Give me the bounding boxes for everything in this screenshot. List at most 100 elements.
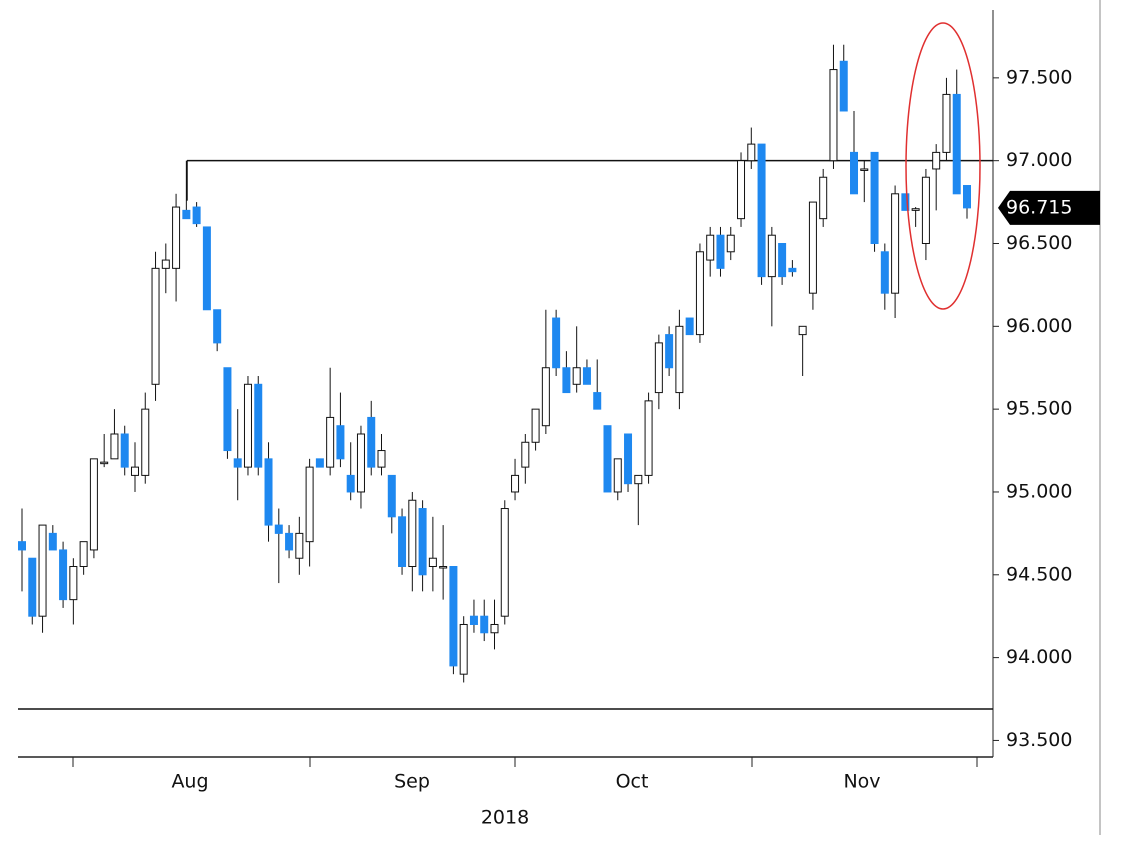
y-tick-label: 97.000 [1006, 149, 1072, 171]
candle-body [439, 566, 448, 569]
candle-body [59, 549, 68, 601]
y-tick-label: 95.500 [1006, 398, 1072, 420]
candle-body [603, 425, 612, 493]
candle-body [48, 532, 57, 551]
candle-body [428, 557, 437, 568]
candle-body [726, 234, 735, 253]
highlight-circle [905, 22, 981, 310]
y-tick-label: 94.000 [1006, 646, 1072, 668]
candle-body [511, 474, 520, 493]
candle-body [932, 151, 941, 170]
candle-body [500, 508, 509, 617]
candle-body [870, 151, 879, 244]
y-tick-label: 96.000 [1006, 315, 1072, 337]
candle-body [531, 408, 540, 443]
candle-body [356, 433, 365, 493]
candle-body [860, 168, 869, 171]
candle-body [695, 251, 704, 336]
candle-body [665, 334, 674, 369]
candle-body [110, 433, 119, 460]
candle-body [264, 458, 273, 526]
candle-body [233, 458, 242, 468]
candle-body [880, 251, 889, 294]
candle-body [552, 317, 561, 369]
candle-body [593, 392, 602, 410]
candle-body [788, 267, 797, 273]
price-tag [998, 190, 1100, 225]
candle-body [541, 367, 550, 427]
candle-body [377, 450, 386, 468]
candle-body [182, 209, 191, 220]
candle-body [490, 623, 499, 634]
candle-body [398, 516, 407, 568]
candle-body [28, 557, 37, 617]
candle-body [572, 367, 581, 385]
candle-body [336, 425, 345, 460]
candle-body [891, 193, 900, 294]
y-tick-label: 95.000 [1006, 480, 1072, 502]
candle-body [151, 267, 160, 385]
y-tick-label: 93.500 [1006, 729, 1072, 751]
candle-body [326, 416, 335, 468]
x-tick-label: Aug [171, 771, 208, 793]
candle-body [459, 623, 468, 675]
y-tick-label: 97.500 [1006, 66, 1072, 88]
candle-body [952, 93, 961, 195]
x-tick-label: Sep [394, 771, 430, 793]
price-tag-label: 96.715 [1006, 196, 1072, 218]
candle-body [285, 532, 294, 551]
candle-body [737, 160, 746, 220]
candle-body [850, 151, 859, 195]
candle-body [100, 461, 109, 465]
candle-body [613, 458, 622, 493]
candle-body [305, 466, 314, 543]
candle-body [757, 143, 766, 278]
candle-body [130, 466, 139, 476]
candle-body [38, 524, 47, 617]
candle-body [819, 176, 828, 220]
candle-body [254, 383, 263, 468]
candle-body [449, 566, 458, 667]
candle-body [808, 201, 817, 294]
candle-body [747, 143, 756, 162]
candle-body [408, 499, 417, 568]
candle-body [469, 615, 478, 625]
candle-body [387, 474, 396, 518]
candle-body [367, 416, 376, 468]
candle-body [963, 185, 971, 209]
y-tick-label: 96.500 [1006, 232, 1072, 254]
candle-body [911, 208, 920, 211]
candle-body [582, 367, 591, 385]
candle-body [346, 474, 355, 493]
candle-body [685, 317, 694, 336]
candle-body [141, 408, 150, 476]
candle-body [921, 176, 930, 244]
candle-body [798, 325, 807, 336]
candle-body [295, 532, 304, 559]
candle-body [716, 234, 725, 269]
candle-body [644, 400, 653, 476]
candle-body [829, 69, 838, 162]
candle-body [172, 206, 181, 269]
candle-body [274, 524, 283, 534]
candle-body [767, 234, 776, 278]
candle-body [161, 259, 170, 269]
candle-body [213, 309, 222, 344]
candle-body [901, 193, 910, 211]
candle-body [79, 541, 88, 568]
candle-body [120, 433, 129, 468]
candle-body [942, 93, 951, 153]
candle-body [202, 226, 211, 311]
candle-body [315, 458, 324, 468]
candle-body [243, 383, 252, 468]
candle-body [706, 234, 715, 261]
candle-body [480, 615, 489, 634]
candle-body [634, 474, 643, 485]
candle-body [654, 342, 663, 394]
year-label: 2018 [481, 807, 529, 829]
candle-body [418, 508, 427, 576]
candle-body [89, 458, 98, 551]
candle-body [562, 367, 571, 394]
candle-body [69, 566, 78, 601]
